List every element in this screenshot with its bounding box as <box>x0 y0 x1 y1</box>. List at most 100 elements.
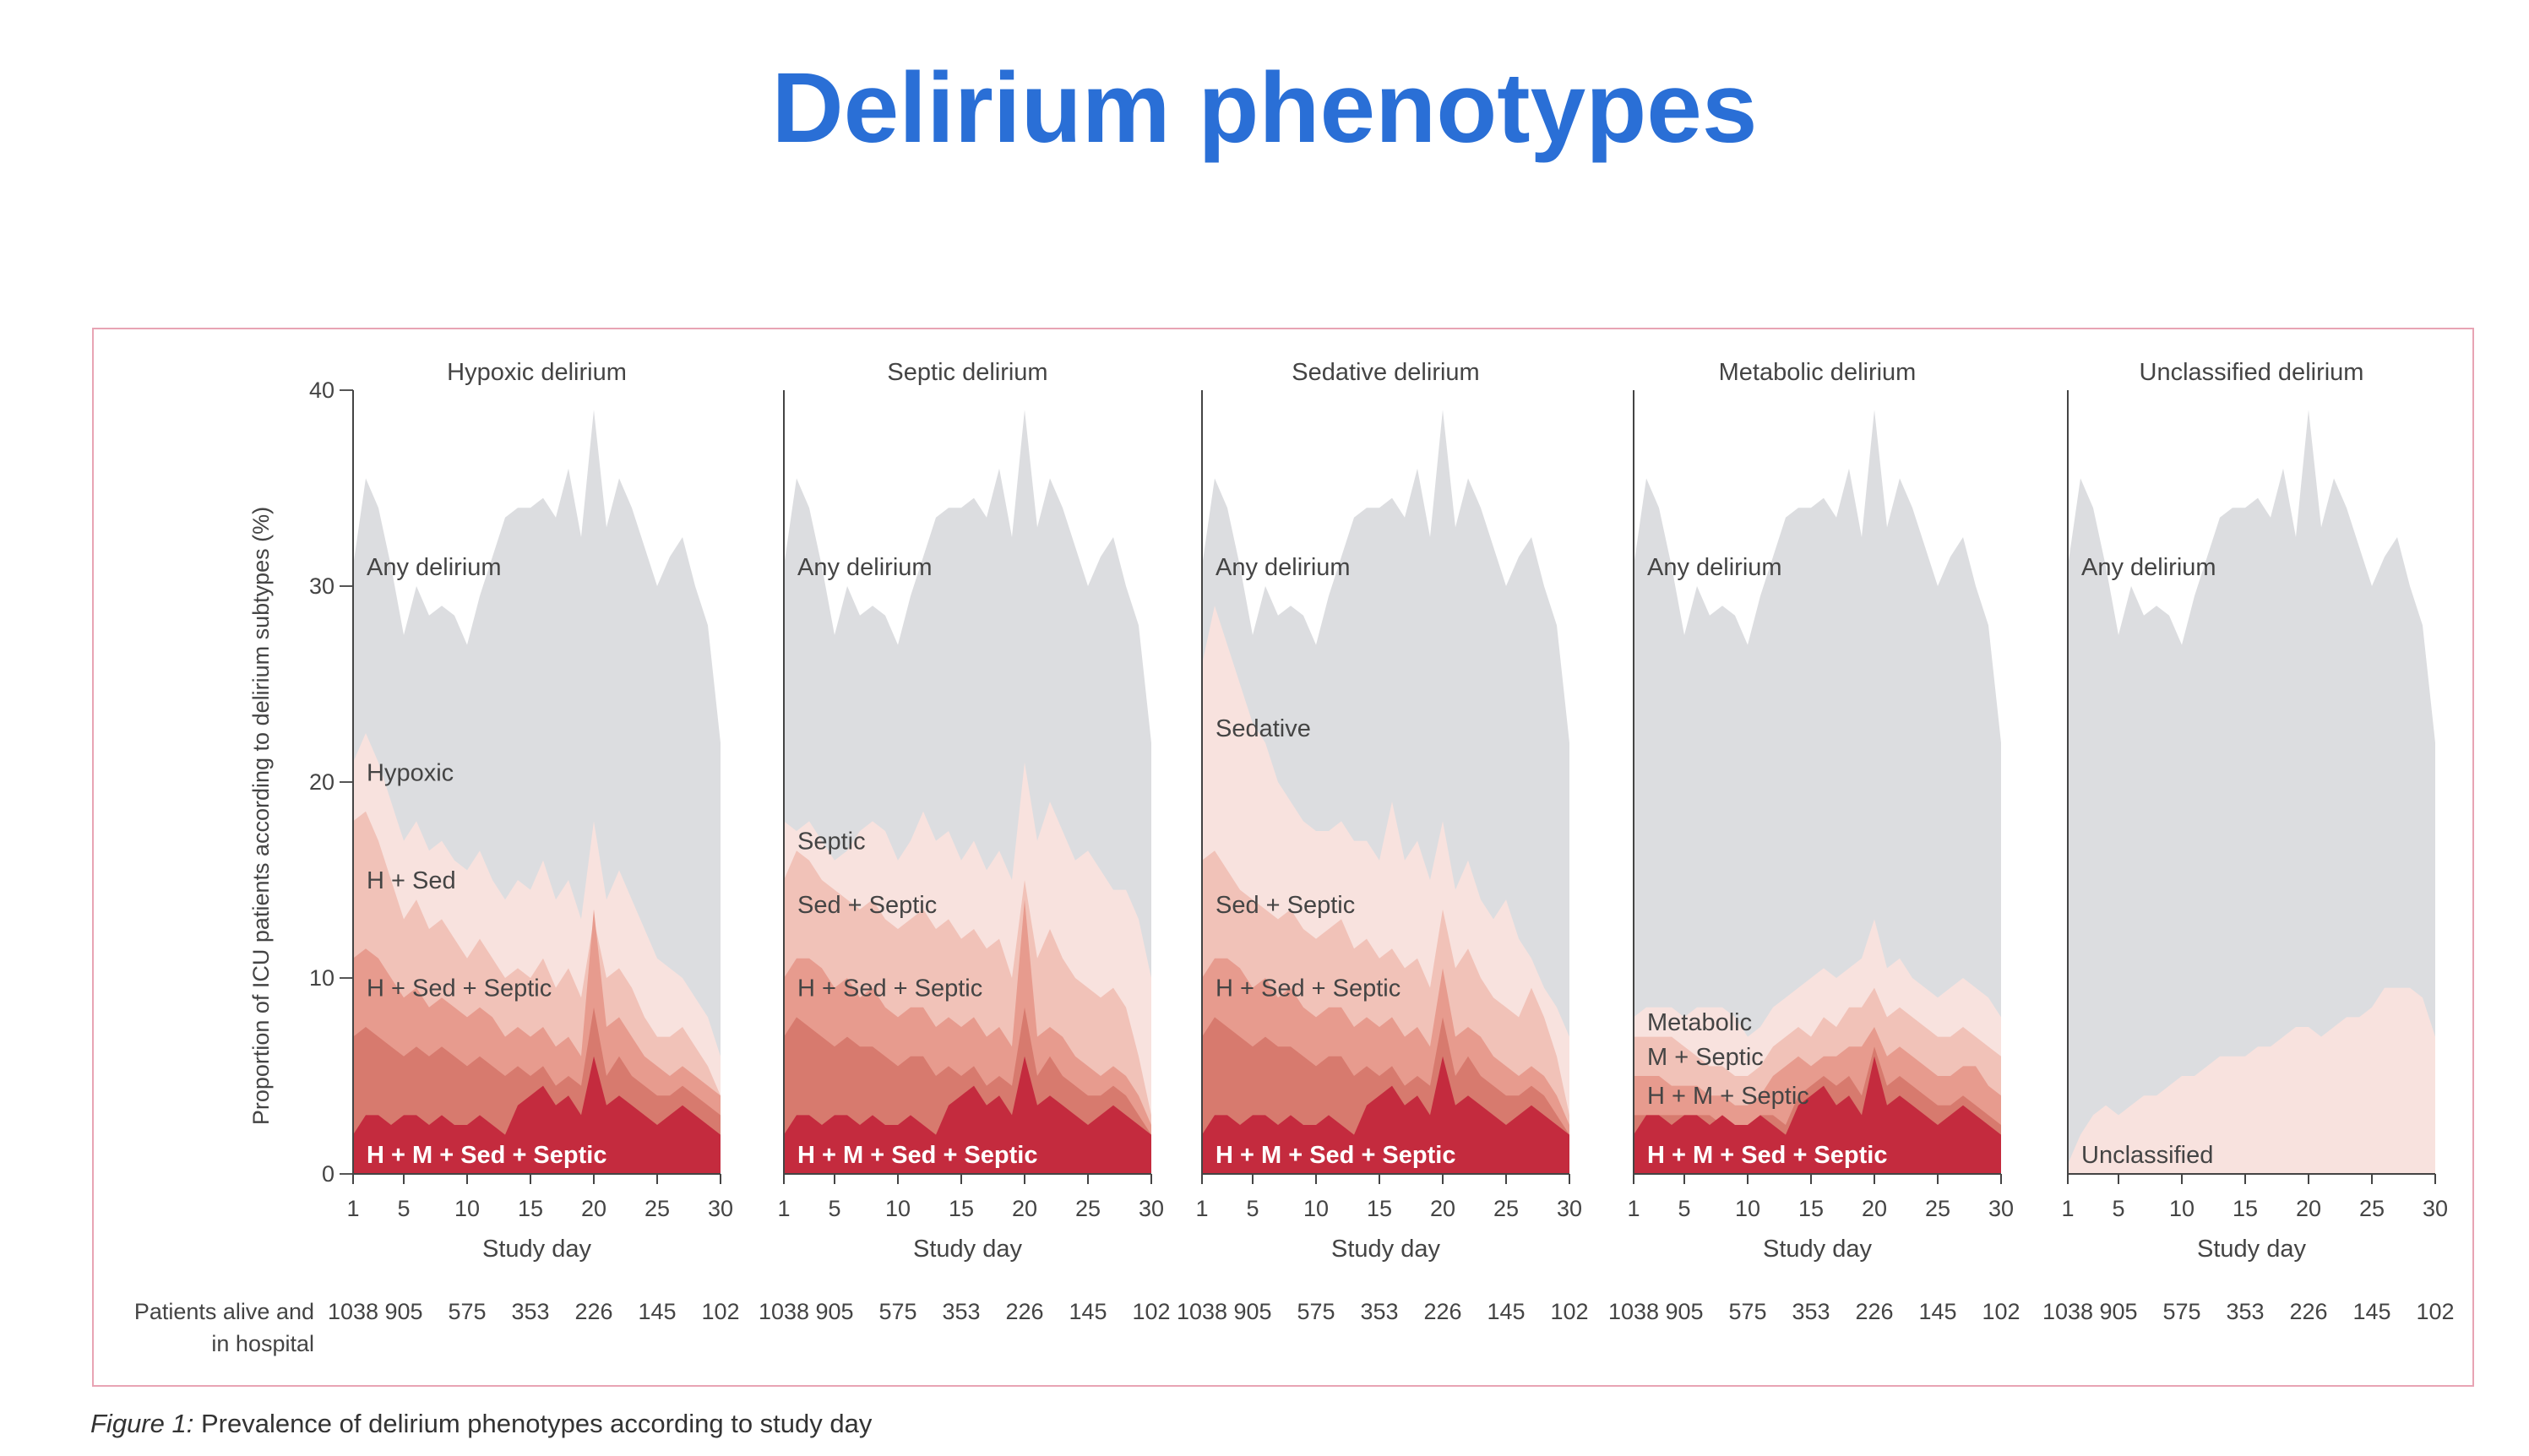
y-tick-label: 40 <box>309 378 334 403</box>
x-tick-label: 15 <box>949 1196 974 1221</box>
x-axis-label: Study day <box>1331 1236 1440 1263</box>
series-label: Septic <box>797 829 866 856</box>
x-axis-label: Study day <box>913 1236 1022 1263</box>
series-label: Sed + Septic <box>797 892 937 919</box>
y-tick-label: 0 <box>322 1161 334 1187</box>
patients-value: 226 <box>1005 1299 1043 1324</box>
series-label: M + Septic <box>1647 1044 1764 1071</box>
series-label: H + M + Sed + Septic <box>1216 1142 1455 1169</box>
series-label: H + Sed + Septic <box>367 975 552 1002</box>
x-tick-label: 5 <box>828 1196 840 1221</box>
patients-value: 575 <box>878 1299 916 1324</box>
patients-value: 226 <box>574 1299 612 1324</box>
area-layer-5 <box>353 1056 721 1174</box>
patients-value: 353 <box>1792 1299 1830 1324</box>
patients-value: 226 <box>1423 1299 1461 1324</box>
patients-value: 145 <box>1487 1299 1525 1324</box>
patients-value: 353 <box>511 1299 549 1324</box>
series-label: Any delirium <box>1647 554 1782 581</box>
x-axis-label: Study day <box>482 1236 591 1263</box>
patients-value: 1038 <box>759 1299 809 1324</box>
patients-label: Patients alive and in hospital <box>134 1299 314 1356</box>
panel-title: Metabolic delirium <box>1719 359 1917 386</box>
x-tick-label: 15 <box>1367 1196 1392 1221</box>
patients-value: 1038 <box>328 1299 378 1324</box>
x-tick-label: 10 <box>1303 1196 1329 1221</box>
area-layer-1 <box>2068 987 2435 1174</box>
x-tick-label: 1 <box>1627 1196 1640 1221</box>
patients-value: 353 <box>942 1299 980 1324</box>
patients-value: 905 <box>384 1299 422 1324</box>
patients-value: 353 <box>1360 1299 1398 1324</box>
x-tick-label: 5 <box>1678 1196 1690 1221</box>
series-label: Any delirium <box>1216 554 1351 581</box>
patients-value: 226 <box>1855 1299 1893 1324</box>
patients-row: 1038 905 575 353 226 145 102 1038 905 575 353 226 14… <box>134 1299 2455 1356</box>
patients-value: 905 <box>1665 1299 1703 1324</box>
patients-value: 575 <box>1297 1299 1335 1324</box>
x-tick-label: 10 <box>885 1196 911 1221</box>
patients-value: 905 <box>1233 1299 1271 1324</box>
y-axis-label: Proportion of ICU patients according to … <box>248 507 274 1125</box>
series-label: Hypoxic <box>367 759 454 786</box>
area-layer-5 <box>1202 1056 1569 1174</box>
series-label: Metabolic <box>1647 1009 1752 1036</box>
x-tick-label: 25 <box>644 1196 670 1221</box>
series-label: H + M + Septic <box>1647 1083 1809 1110</box>
x-tick-label: 10 <box>454 1196 480 1221</box>
area-layer-5 <box>784 1056 1151 1174</box>
patients-value: 905 <box>815 1299 853 1324</box>
series-label: H + M + Sed + Septic <box>1647 1142 1887 1169</box>
x-tick-label: 30 <box>708 1196 733 1221</box>
y-tick-label: 20 <box>309 769 334 795</box>
patients-value: 353 <box>2226 1299 2264 1324</box>
x-tick-label: 20 <box>1430 1196 1455 1221</box>
x-tick-label: 25 <box>2359 1196 2385 1221</box>
patients-value: 102 <box>1550 1299 1588 1324</box>
x-axis-label: Study day <box>1763 1236 1872 1263</box>
figure-caption: Figure 1: Prevalence of delirium phenoty… <box>90 1409 872 1439</box>
x-tick-label: 5 <box>2112 1196 2124 1221</box>
y-tick-label: 30 <box>309 573 334 599</box>
panel-title: Unclassified delirium <box>2140 359 2364 386</box>
x-tick-label: 1 <box>777 1196 790 1221</box>
patients-value: 905 <box>2099 1299 2137 1324</box>
patients-value: 102 <box>1982 1299 2020 1324</box>
x-tick-label: 25 <box>1075 1196 1101 1221</box>
series-label: H + Sed + Septic <box>1216 975 1400 1002</box>
patients-value: 1038 <box>2042 1299 2093 1324</box>
panel-title: Hypoxic delirium <box>447 359 627 386</box>
series-label: Any delirium <box>2081 554 2216 581</box>
patients-value: 102 <box>701 1299 739 1324</box>
patients-value: 145 <box>2352 1299 2390 1324</box>
x-tick-label: 5 <box>1246 1196 1259 1221</box>
series-label: Sed + Septic <box>1216 892 1355 919</box>
series-label: H + Sed + Septic <box>797 975 982 1002</box>
series-label: H + Sed <box>367 867 456 894</box>
patients-value: 1038 <box>1608 1299 1659 1324</box>
x-tick-label: 20 <box>1862 1196 1887 1221</box>
x-tick-label: 25 <box>1493 1196 1519 1221</box>
x-tick-label: 5 <box>397 1196 410 1221</box>
series-label: H + M + Sed + Septic <box>367 1142 606 1169</box>
x-tick-label: 30 <box>1988 1196 2014 1221</box>
series-label: Any delirium <box>797 554 933 581</box>
y-axis: 0 10 20 30 40 <box>309 378 353 1187</box>
caption-label: Figure 1: <box>90 1409 194 1438</box>
x-tick-label: 15 <box>2233 1196 2258 1221</box>
area-any-delirium <box>2068 410 2435 1174</box>
x-tick-label: 20 <box>2296 1196 2321 1221</box>
area-layer-5 <box>1634 1056 2001 1174</box>
panel-title: Sedative delirium <box>1292 359 1479 386</box>
x-tick-label: 20 <box>1012 1196 1037 1221</box>
patients-value: 145 <box>1918 1299 1956 1324</box>
patients-value: 575 <box>448 1299 486 1324</box>
series-label: Sedative <box>1216 715 1311 742</box>
figure-frame <box>92 328 2474 1387</box>
